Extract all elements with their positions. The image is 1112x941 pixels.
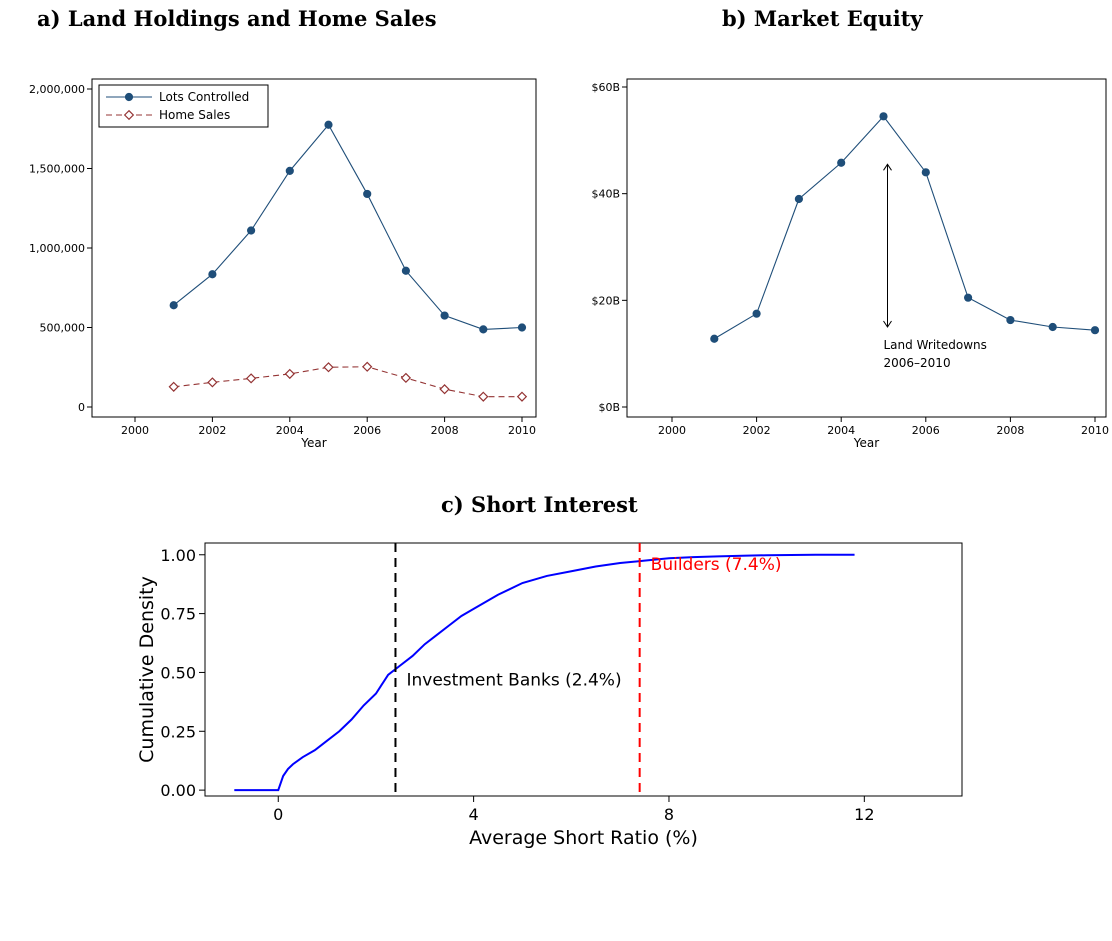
- series-line-lots-controlled: [173, 123, 523, 330]
- y-tick-label: 0.00: [160, 781, 196, 800]
- x-tick-label: 2002: [743, 424, 771, 437]
- panel-c-title: c) Short Interest: [441, 492, 638, 517]
- data-point: [752, 309, 761, 318]
- x-tick-label: 0: [273, 805, 283, 824]
- data-point: [363, 189, 372, 199]
- annotation-text: Land Writedowns: [884, 338, 987, 352]
- x-tick-label: 2006: [353, 424, 381, 437]
- x-tick-label: 2008: [996, 424, 1024, 437]
- data-point: [245, 373, 257, 384]
- panel-b-title: b) Market Equity: [722, 6, 923, 31]
- x-tick-label: 4: [469, 805, 479, 824]
- data-point: [439, 384, 450, 395]
- x-tick-label: 2008: [431, 424, 459, 437]
- x-tick-label: 2004: [276, 424, 304, 437]
- data-point: [879, 112, 888, 121]
- y-tick-label: 2,000,000: [29, 83, 85, 96]
- data-point: [1048, 322, 1057, 332]
- data-point: [1006, 315, 1015, 325]
- y-tick-label: 0.25: [160, 722, 196, 741]
- data-point: [324, 120, 333, 129]
- data-point: [837, 158, 846, 167]
- data-point: [921, 168, 930, 177]
- y-tick-label: $40B: [591, 188, 620, 201]
- data-point: [1090, 326, 1100, 335]
- legend-marker: [123, 109, 135, 121]
- x-axis-label: Average Short Ratio (%): [469, 827, 698, 849]
- y-tick-label: $60B: [591, 81, 620, 94]
- x-tick-label: 2004: [827, 424, 855, 437]
- plot-frame-b: [626, 78, 1107, 418]
- x-tick-label: 2006: [912, 424, 940, 437]
- data-point: [168, 381, 179, 392]
- data-point: [964, 293, 973, 302]
- y-tick-label: 1,500,000: [29, 163, 85, 176]
- data-point: [169, 301, 178, 310]
- x-tick-label: 2010: [1081, 424, 1109, 437]
- series-line-market-equity: [714, 115, 1096, 340]
- arrow-head-down: [883, 320, 892, 328]
- chart-land-holdings: 2000 2002 2004 2006 2008 2010 0 500,000 1,000,00…: [29, 78, 537, 450]
- data-point: [478, 391, 489, 402]
- data-point: [247, 226, 256, 235]
- legend-marker: [124, 92, 134, 102]
- plot-frame-c: [204, 542, 963, 797]
- y-tick-label: 500,000: [40, 322, 86, 335]
- reference-label-builders: Builders (7.4%): [651, 555, 782, 575]
- data-point: [362, 361, 373, 372]
- y-tick-label: 0.50: [160, 663, 196, 682]
- chart-market-equity: 2000 2002 2004 2006 2008 2010 $0B $20B $40B $60B Y…: [591, 78, 1109, 450]
- y-tick-label: 0.75: [160, 605, 196, 624]
- x-axis-label: Year: [300, 436, 326, 450]
- arrow-head-up: [883, 163, 892, 171]
- y-tick-label: 0: [78, 401, 85, 414]
- plot-frame-a: [91, 78, 537, 418]
- legend-label: Lots Controlled: [159, 90, 249, 104]
- x-tick-label: 8: [664, 805, 674, 824]
- data-point: [440, 311, 449, 320]
- legend-label: Home Sales: [159, 108, 230, 122]
- y-axis-label: Cumulative Density: [136, 576, 158, 763]
- data-point: [401, 266, 410, 275]
- data-point: [516, 391, 528, 402]
- x-tick-label: 2000: [658, 424, 686, 437]
- x-axis-label: Year: [853, 436, 879, 450]
- data-point: [400, 372, 412, 384]
- cdf-line: [234, 553, 855, 792]
- x-tick-label: 2010: [508, 424, 536, 437]
- reference-label-investment-banks: Investment Banks (2.4%): [406, 671, 621, 691]
- data-point: [207, 377, 218, 388]
- y-tick-label: $0B: [598, 401, 620, 414]
- annotation-text: 2006–2010: [884, 356, 951, 370]
- x-tick-label: 12: [854, 805, 874, 824]
- y-tick-label: $20B: [591, 294, 620, 307]
- legend-box: [98, 84, 269, 128]
- y-tick-label: 1.00: [160, 546, 196, 565]
- data-point: [285, 166, 294, 175]
- data-point: [208, 270, 217, 279]
- data-point: [517, 323, 527, 332]
- data-point: [323, 362, 334, 373]
- data-point: [794, 194, 804, 204]
- series-line-home-sales: [173, 366, 522, 398]
- data-point: [710, 334, 719, 343]
- x-tick-label: 2000: [121, 424, 149, 437]
- panel-a-title: a) Land Holdings and Home Sales: [37, 6, 437, 31]
- data-point: [284, 368, 295, 380]
- x-tick-label: 2002: [198, 424, 226, 437]
- data-point: [479, 325, 488, 334]
- y-tick-label: 1,000,000: [29, 242, 85, 255]
- chart-short-interest: 0 4 8 12 0.00 0.25 0.50 0.75 1.00 Average Short R…: [136, 542, 963, 849]
